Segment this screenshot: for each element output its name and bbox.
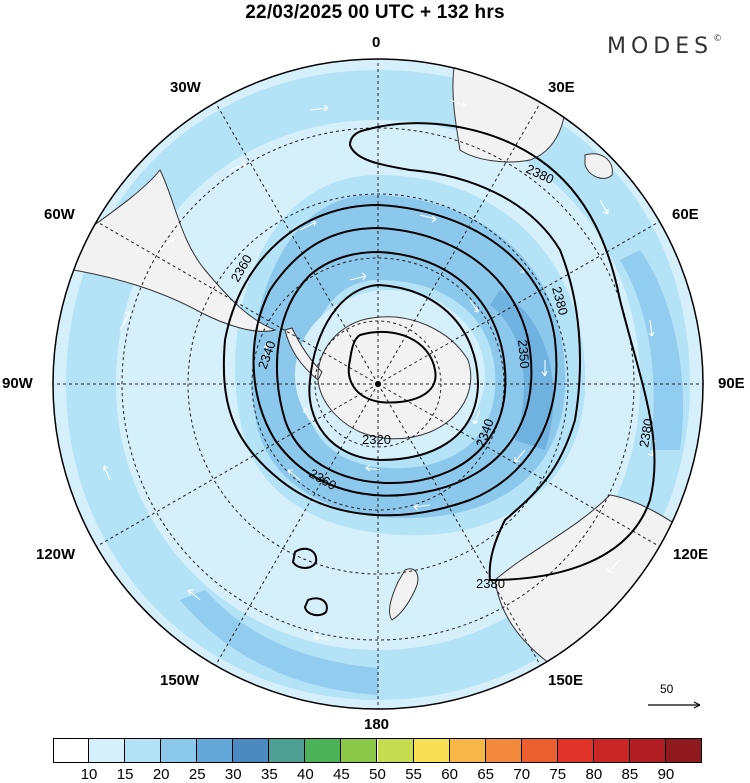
colorbar-swatch	[629, 738, 666, 763]
colorbar-swatch	[377, 738, 414, 763]
lon-label-120w: 120W	[36, 546, 76, 563]
map-title: 22/03/2025 00 UTC + 132 hrs	[245, 2, 505, 23]
colorbar-label: 80	[585, 766, 603, 783]
colorbar-label: 70	[513, 766, 531, 783]
colorbar-label: 50	[369, 766, 386, 783]
contour-2350	[252, 226, 533, 497]
contour-label: 2380	[636, 417, 656, 448]
contour-small-2	[303, 597, 328, 617]
pole-marker	[375, 381, 381, 387]
contour-label: 2380	[476, 576, 505, 591]
lon-label-30e: 30E	[548, 79, 575, 96]
height-contours	[222, 122, 656, 617]
colorbar-swatch	[125, 738, 162, 763]
lon-label-90w: 90W	[2, 375, 33, 392]
brand-logo: MODES©	[607, 34, 723, 59]
colorbar-swatch	[89, 738, 126, 763]
map-disk: 2380 2380 2380 2380 2360 2360 2350 2340 …	[53, 59, 703, 709]
lon-label-30w: 30W	[170, 79, 201, 96]
meridian-lines	[53, 59, 703, 709]
colorbar-frame	[53, 738, 702, 763]
colorbar-label: 85	[621, 766, 639, 783]
map-border	[52, 58, 704, 710]
contour-label: 2380	[549, 285, 571, 317]
lon-label-150w: 150W	[160, 672, 200, 689]
colorbar-label: 35	[260, 766, 278, 783]
contour-2360	[222, 203, 558, 517]
lon-label-120e: 120E	[673, 546, 709, 563]
colorbar-swatch	[521, 738, 558, 763]
vector-reference-label: 50	[660, 682, 674, 696]
colorbar-swatch	[665, 738, 702, 763]
outer-wind-band-3	[180, 590, 378, 695]
madagascar-land	[584, 153, 613, 179]
new-zealand-land	[389, 568, 419, 621]
jet-ring-core	[251, 194, 566, 519]
colorbar-label: 20	[152, 766, 170, 783]
lon-label-0: 0	[372, 34, 381, 51]
vector-reference-arrow	[648, 701, 701, 709]
colorbar-swatch	[341, 738, 378, 763]
lon-label-60w: 60W	[44, 206, 75, 223]
jet-ring-max	[490, 290, 554, 450]
contour-small-1	[291, 547, 318, 569]
colorbar-swatch	[233, 738, 270, 763]
colorbar-label: 65	[477, 766, 494, 783]
colorbar-swatch	[593, 738, 630, 763]
contour-label: 2350	[515, 339, 532, 369]
colorbar-swatch	[485, 738, 522, 763]
colorbar-label: 40	[297, 766, 314, 783]
contour-2380	[348, 122, 656, 582]
colorbar: 10 15 20 25 30 35 40 45 50 55 60 65 70 75 80 85 90	[0, 735, 750, 783]
colorbar-label: 55	[405, 766, 422, 783]
outer-wind-band-2	[620, 250, 684, 450]
colorbar-label: 15	[116, 766, 134, 783]
colorbar-label: 10	[80, 766, 98, 783]
south-america-land	[59, 169, 277, 332]
lon-label-60e: 60E	[672, 206, 699, 223]
colorbar-swatch	[557, 738, 594, 763]
colorbar-label: 25	[188, 766, 206, 783]
contour-label: 2320	[362, 432, 391, 447]
lon-label-90e: 90E	[718, 375, 745, 392]
colorbar-swatch	[197, 738, 234, 763]
colorbar-label: 30	[224, 766, 242, 783]
contour-2340	[276, 250, 507, 484]
colorbar-label: 90	[657, 766, 675, 783]
contour-center	[347, 330, 437, 404]
africa-land	[452, 59, 567, 163]
colorbar-label: 75	[549, 766, 567, 783]
colorbar-label: 60	[441, 766, 458, 783]
contour-2320	[308, 283, 480, 462]
colorbar-label: 45	[333, 766, 350, 783]
colorbar-swatch	[161, 738, 198, 763]
colorbar-swatch	[413, 738, 450, 763]
lon-label-150e: 150E	[548, 672, 584, 689]
colorbar-swatch	[305, 738, 342, 763]
colorbar-swatch	[449, 738, 486, 763]
lon-label-180: 180	[364, 716, 390, 733]
colorbar-swatch	[53, 738, 90, 763]
colorbar-swatch	[269, 738, 306, 763]
